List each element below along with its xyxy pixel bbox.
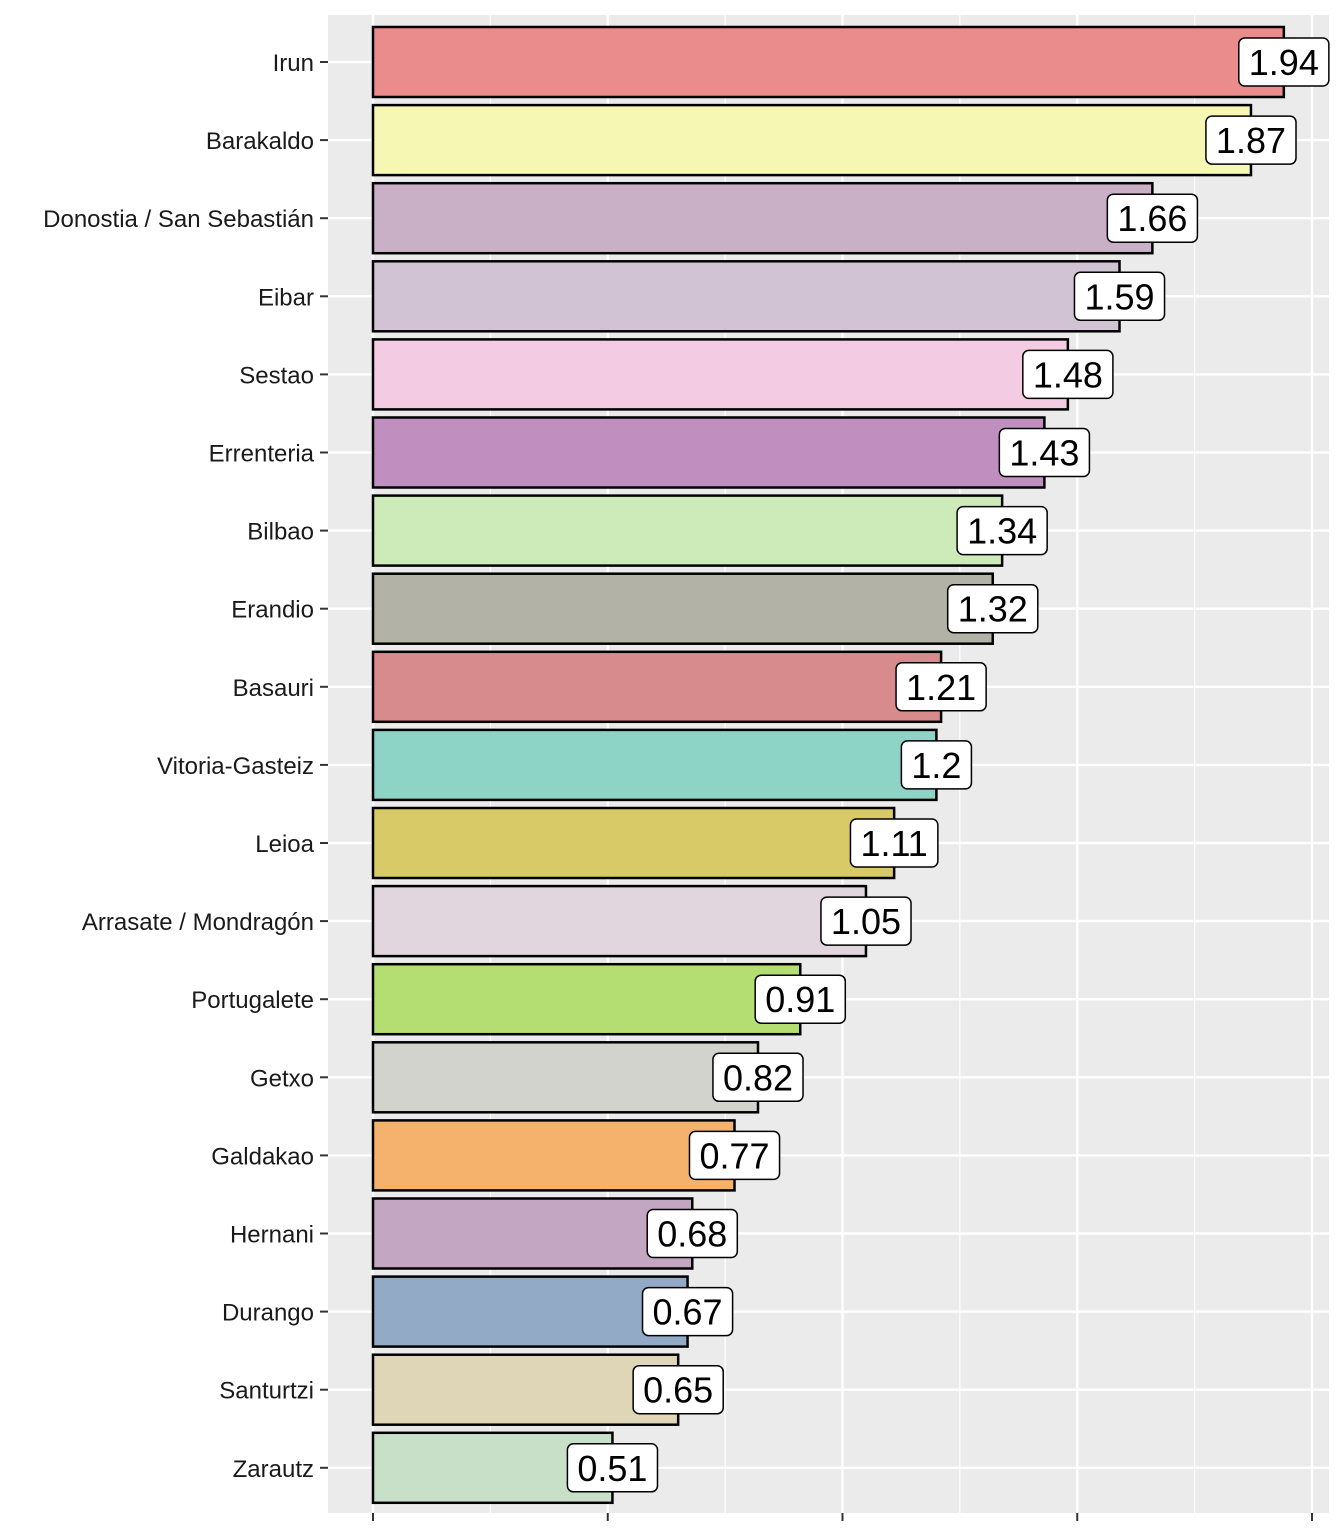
- value-label-text: 0.65: [643, 1370, 713, 1411]
- category-label: Hernani: [230, 1222, 314, 1249]
- value-label: 0.67: [641, 1286, 734, 1337]
- value-label-text: 0.68: [657, 1214, 727, 1255]
- value-label-box: [646, 1208, 739, 1259]
- value-labels: 1.94 1.87 1.66 1.59 1.48 1.43 1.34 1.32 1.21 1.2 1…: [566, 37, 1330, 1493]
- value-label: 1.34: [956, 505, 1048, 556]
- category-label: Donostia / San Sebastián: [43, 206, 314, 233]
- bar-leioa: [371, 806, 896, 880]
- category-label: Bilbao: [247, 519, 314, 546]
- bar-errenteria: [371, 416, 1046, 489]
- bar-irun: [371, 25, 1286, 99]
- bar-santurtzi: [371, 1353, 680, 1426]
- category-label: Eibar: [258, 284, 314, 311]
- value-label: 1.43: [998, 427, 1091, 478]
- value-label-box: [820, 896, 912, 946]
- value-label-box: [754, 974, 847, 1024]
- category-label: Durango: [222, 1300, 314, 1327]
- bar-hernani: [371, 1197, 694, 1270]
- bar-barakaldo: [371, 103, 1253, 177]
- bar-basauri: [371, 650, 943, 724]
- bar-portugalete: [371, 962, 802, 1036]
- value-label: 1.87: [1205, 115, 1297, 165]
- value-label-text: 1.43: [1009, 433, 1079, 474]
- category-label: Erandio: [231, 597, 314, 624]
- value-label: 1.48: [1022, 349, 1114, 400]
- value-label-text: 1.59: [1084, 276, 1154, 317]
- value-label-text: 1.94: [1249, 42, 1319, 83]
- value-label: 1.2: [900, 740, 973, 790]
- bar-vitoria-gasteiz: [371, 728, 938, 802]
- value-label-text: 1.32: [958, 589, 1028, 630]
- value-label-text: 1.11: [860, 823, 927, 864]
- bar-eibar: [371, 260, 1121, 333]
- value-label-text: 0.91: [765, 979, 835, 1020]
- value-label-box: [712, 1052, 804, 1103]
- bar-getxo: [371, 1041, 760, 1114]
- value-label-box: [641, 1286, 734, 1337]
- category-label: Errenteria: [209, 441, 315, 468]
- value-label-text: 0.77: [699, 1135, 769, 1176]
- value-label-box: [946, 583, 1039, 634]
- value-label-box: [849, 818, 939, 868]
- category-label: Galdakao: [211, 1143, 314, 1170]
- value-label: 0.77: [688, 1130, 781, 1181]
- value-label: 1.05: [820, 896, 912, 946]
- bar-erandio: [371, 572, 994, 645]
- value-label: 0.51: [566, 1443, 659, 1493]
- value-label-box: [1073, 271, 1166, 322]
- value-label-box: [688, 1130, 781, 1181]
- value-label-box: [956, 505, 1048, 556]
- value-label-text: 0.82: [723, 1057, 793, 1098]
- value-label: 0.82: [712, 1052, 804, 1103]
- value-label-box: [1022, 349, 1114, 400]
- bar-galdakao: [371, 1119, 736, 1192]
- value-label-text: 0.67: [653, 1292, 723, 1333]
- bars: [371, 25, 1286, 1505]
- category-label: Leioa: [255, 831, 314, 858]
- category-label: Getxo: [250, 1065, 314, 1092]
- value-label-box: [632, 1364, 724, 1415]
- value-label-box: [566, 1443, 659, 1493]
- value-label: 0.91: [754, 974, 847, 1024]
- value-label-box: [998, 427, 1091, 478]
- bar-bilbao: [371, 494, 1004, 567]
- category-label: Sestao: [239, 362, 314, 389]
- category-label: Irun: [273, 50, 314, 77]
- value-label-text: 1.48: [1033, 354, 1103, 395]
- value-label: 1.11: [849, 818, 939, 868]
- category-label: Arrasate / Mondragón: [82, 909, 314, 936]
- category-label: Portugalete: [191, 987, 314, 1014]
- value-label-text: 0.51: [577, 1448, 647, 1489]
- bar-donostia-san-sebasti-n: [371, 181, 1154, 255]
- value-label-text: 1.66: [1117, 198, 1187, 239]
- category-label: Basauri: [233, 675, 314, 702]
- value-label: 1.59: [1073, 271, 1166, 322]
- value-label-text: 1.34: [967, 511, 1037, 552]
- bar-arrasate-mondrag-n: [371, 884, 868, 958]
- value-label-text: 1.2: [911, 745, 961, 786]
- category-label: Zarautz: [233, 1456, 314, 1483]
- value-label: 1.66: [1106, 193, 1199, 243]
- value-label-box: [1106, 193, 1199, 243]
- category-label: Vitoria-Gasteiz: [157, 753, 314, 780]
- bar-durango: [371, 1275, 689, 1348]
- bar-sestao: [371, 338, 1070, 411]
- category-label: Santurtzi: [219, 1378, 314, 1405]
- value-label-box: [900, 740, 973, 790]
- axes: Irun Barakaldo Donostia / San Sebastián Eib…: [43, 50, 1313, 1521]
- value-label: 0.65: [632, 1364, 724, 1415]
- value-label: 1.94: [1238, 37, 1330, 87]
- category-label: Barakaldo: [206, 128, 314, 155]
- value-label: 0.68: [646, 1208, 739, 1259]
- value-label-text: 1.87: [1216, 120, 1286, 161]
- value-label-text: 1.21: [906, 667, 976, 708]
- value-label-box: [1205, 115, 1297, 165]
- value-label: 1.21: [895, 662, 987, 712]
- value-label-text: 1.05: [831, 901, 901, 942]
- value-label-box: [1238, 37, 1330, 87]
- value-label: 1.32: [946, 583, 1039, 634]
- value-label-box: [895, 662, 987, 712]
